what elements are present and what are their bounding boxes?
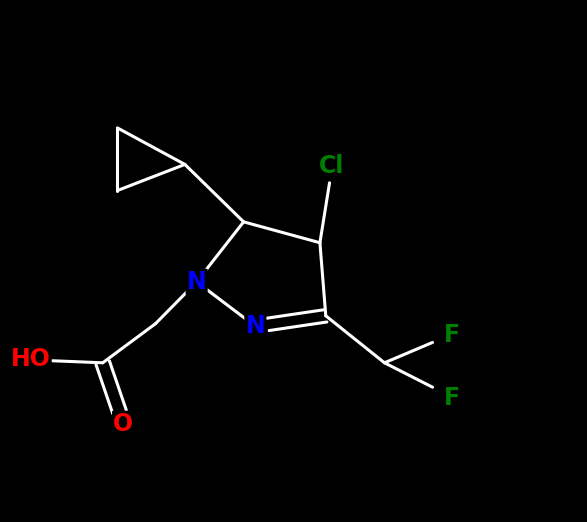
Text: O: O (113, 412, 133, 436)
Text: F: F (444, 323, 460, 347)
Text: N: N (187, 270, 207, 294)
Text: O: O (113, 412, 133, 436)
Text: F: F (444, 386, 460, 410)
Text: F: F (444, 323, 460, 347)
Text: HO: HO (11, 347, 50, 371)
Text: N: N (187, 270, 207, 294)
Text: N: N (245, 314, 265, 338)
Text: Cl: Cl (319, 154, 345, 178)
Text: HO: HO (11, 347, 50, 371)
Text: F: F (444, 386, 460, 410)
Text: Cl: Cl (319, 154, 345, 178)
Text: N: N (245, 314, 265, 338)
